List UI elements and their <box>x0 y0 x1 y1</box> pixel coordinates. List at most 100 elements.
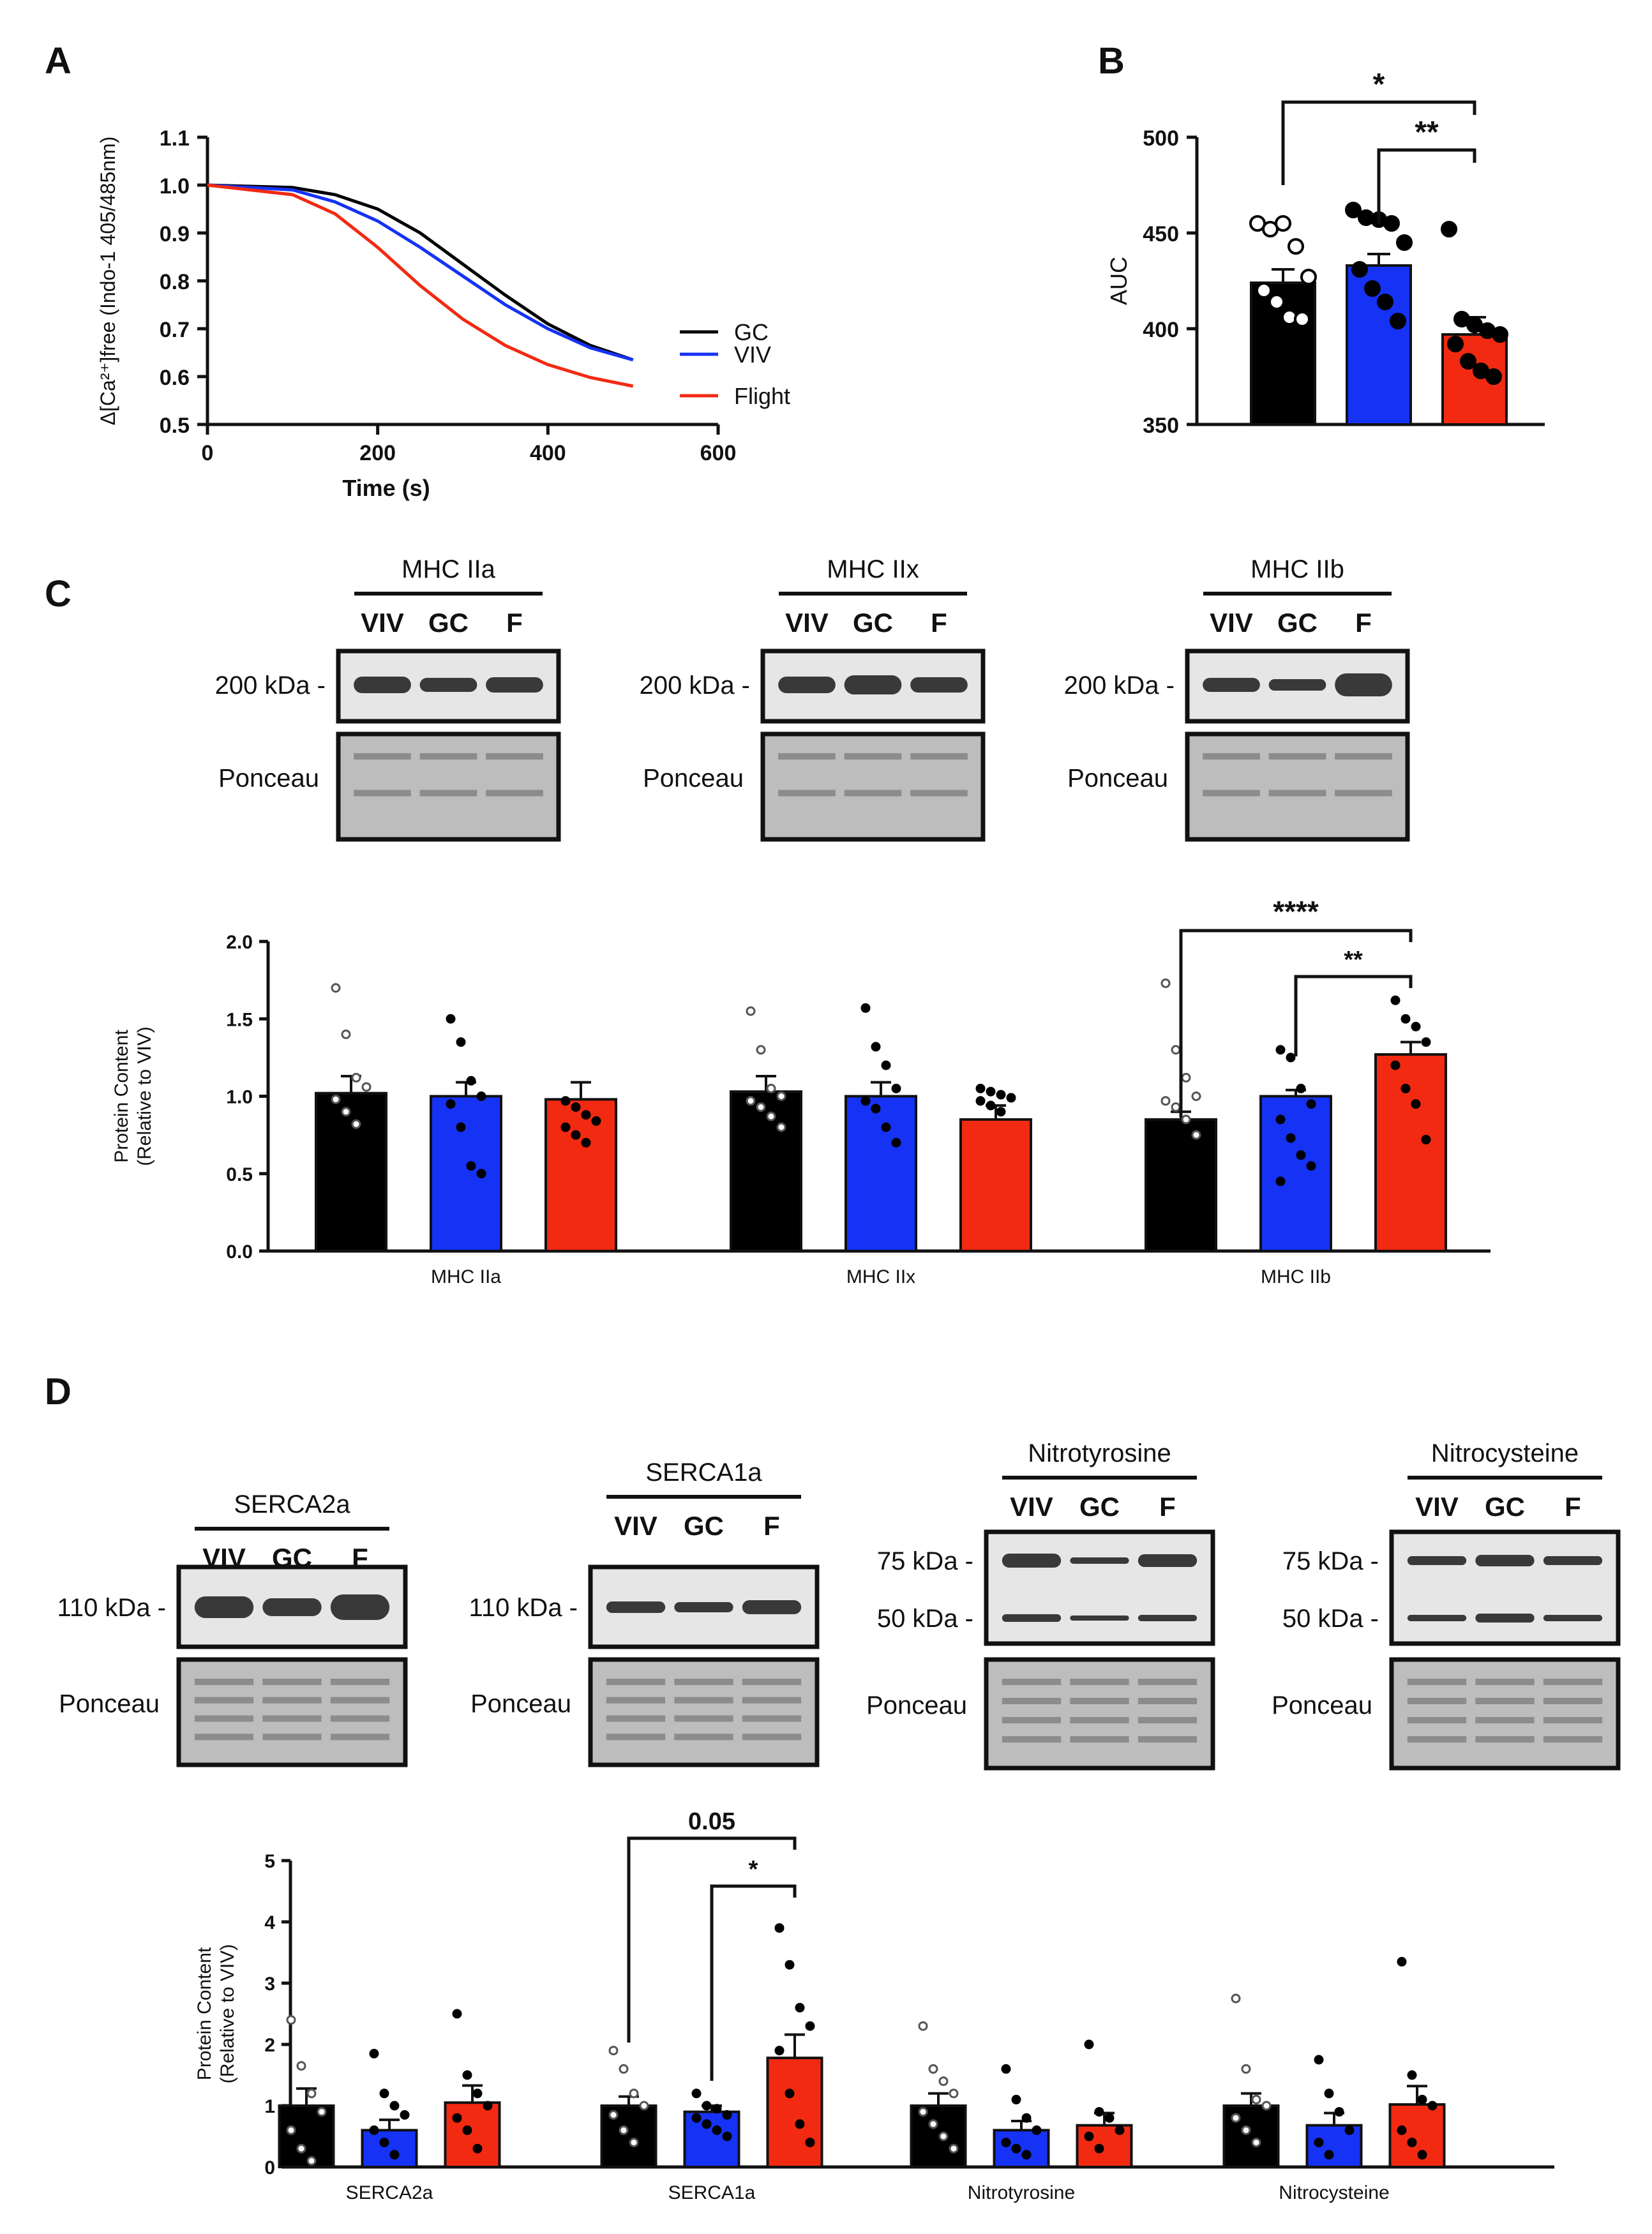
c-data-point <box>1411 1021 1421 1031</box>
c-data-point <box>1171 1045 1181 1055</box>
c-data-point <box>1400 1014 1411 1024</box>
d-y-label-sub: (Relative to VIV) <box>217 1944 238 2083</box>
d-bar-flight <box>1388 2103 1446 2169</box>
b-data-point <box>1460 353 1476 370</box>
a-legend-label-viv: VIV <box>734 341 771 368</box>
d-data-point <box>1251 2094 1261 2104</box>
d-lane-label: VIV <box>614 1511 657 1541</box>
d-marker-label: 75 kDa - <box>877 1547 973 1575</box>
d-data-point <box>296 2061 306 2071</box>
d-ponceau-band <box>1543 1736 1603 1743</box>
d-ponceau-band <box>742 1715 802 1722</box>
c-data-point <box>331 1094 341 1104</box>
d-lane-label: VIV <box>1010 1492 1053 1522</box>
c-data-point <box>986 1100 996 1111</box>
d-data-point <box>1261 2101 1272 2111</box>
d-ponceau-band <box>1002 1736 1062 1743</box>
c-data-point <box>1275 1045 1286 1055</box>
b-data-point <box>1345 202 1362 218</box>
d-data-point <box>389 2101 400 2111</box>
c-lane-label: GC <box>428 608 469 638</box>
c-lane-label: VIV <box>1210 608 1253 638</box>
c-y-tick-label: 0.5 <box>226 1164 253 1185</box>
d-data-point <box>472 2088 483 2099</box>
c-data-point <box>446 1099 456 1109</box>
d-data-point <box>629 2138 639 2148</box>
d-blot-box <box>984 1529 1215 1646</box>
d-ponceau-band <box>1475 1736 1535 1743</box>
d-marker-label: 110 kDa - <box>469 1594 578 1622</box>
d-ponceau-band <box>1543 1717 1603 1723</box>
c-blot-band <box>1335 673 1392 696</box>
panel-label-d: D <box>45 1371 71 1413</box>
c-blot-band <box>778 677 836 693</box>
b-data-point <box>1390 313 1406 329</box>
panel-label-b: B <box>1098 40 1125 82</box>
d-data-point <box>306 2155 317 2166</box>
c-data-point <box>560 1096 571 1106</box>
c-sig-bracket <box>1294 975 1413 1056</box>
b-y-tick-label: 400 <box>1143 318 1179 342</box>
c-blot-band <box>486 677 543 693</box>
c-category-label: MHC IIb <box>1261 1266 1331 1287</box>
c-bar-gc <box>1145 1118 1217 1252</box>
blots-d: SERCA2a VIV GC F 110 kDa - Ponceau SERCA1a VIV G… <box>57 1439 1621 1771</box>
d-marker-label: 50 kDa - <box>877 1605 973 1633</box>
d-data-point <box>805 2021 815 2031</box>
c-lane-label: GC <box>853 608 893 638</box>
d-lane-label: F <box>763 1511 780 1541</box>
c-data-point <box>591 1116 601 1126</box>
c-data-point <box>476 1169 486 1179</box>
a-y-tick-label: 0.5 <box>160 414 190 438</box>
c-ponceau-label: Ponceau <box>643 765 744 793</box>
c-blot-band <box>910 677 968 693</box>
d-data-point <box>1324 2088 1334 2099</box>
d-bar-gc <box>910 2104 967 2168</box>
d-data-point <box>608 2046 619 2056</box>
d-data-point <box>918 2107 928 2117</box>
d-data-point <box>1397 2125 1407 2135</box>
d-blot-band <box>742 1600 802 1614</box>
c-lane-label: GC <box>1277 608 1318 638</box>
d-blot-title: SERCA2a <box>234 1490 350 1518</box>
c-blot-title: MHC IIx <box>827 555 919 583</box>
d-data-point <box>1011 2094 1021 2104</box>
d-y-tick-label: 2 <box>264 2035 275 2056</box>
b-data-point <box>1396 234 1413 251</box>
c-data-point <box>456 1037 466 1047</box>
c-lane-label: F <box>1355 608 1372 638</box>
d-ponceau-band <box>1002 1717 1062 1723</box>
d-blot-band <box>1138 1615 1198 1621</box>
d-ponceau-band <box>1070 1679 1129 1685</box>
c-ponceau-band <box>778 753 836 760</box>
c-data-point <box>1296 1150 1306 1160</box>
c-data-point <box>1191 1091 1201 1101</box>
c-data-point <box>756 1102 766 1112</box>
d-data-point <box>722 2110 732 2120</box>
d-sig-bracket <box>627 1836 797 2043</box>
d-ponceau-band <box>1138 1679 1198 1685</box>
d-data-point <box>1001 2064 1011 2074</box>
c-lane-label: VIV <box>361 608 404 638</box>
panel-label-a: A <box>45 40 71 82</box>
c-data-point <box>466 1161 476 1171</box>
d-data-point <box>306 2088 317 2099</box>
d-data-point <box>369 2048 379 2058</box>
d-blot-band <box>1407 1615 1467 1621</box>
d-data-point <box>1324 2150 1334 2160</box>
a-y-tick-label: 0.6 <box>160 366 190 390</box>
d-ponceau-band <box>330 1679 390 1685</box>
a-x-tick-label: 400 <box>530 441 566 465</box>
d-blot-band <box>1002 1614 1062 1622</box>
d-data-point <box>702 2101 712 2111</box>
c-data-point <box>891 1137 901 1148</box>
d-data-point <box>938 2076 949 2087</box>
a-y-tick-label: 0.7 <box>160 318 190 342</box>
d-lane-label: F <box>1159 1492 1176 1522</box>
d-ponceau-band <box>1475 1679 1535 1685</box>
d-ponceau-band <box>606 1679 666 1685</box>
b-data-point <box>1485 368 1502 385</box>
d-blot-band <box>194 1596 254 1618</box>
d-data-point <box>702 2119 712 2129</box>
